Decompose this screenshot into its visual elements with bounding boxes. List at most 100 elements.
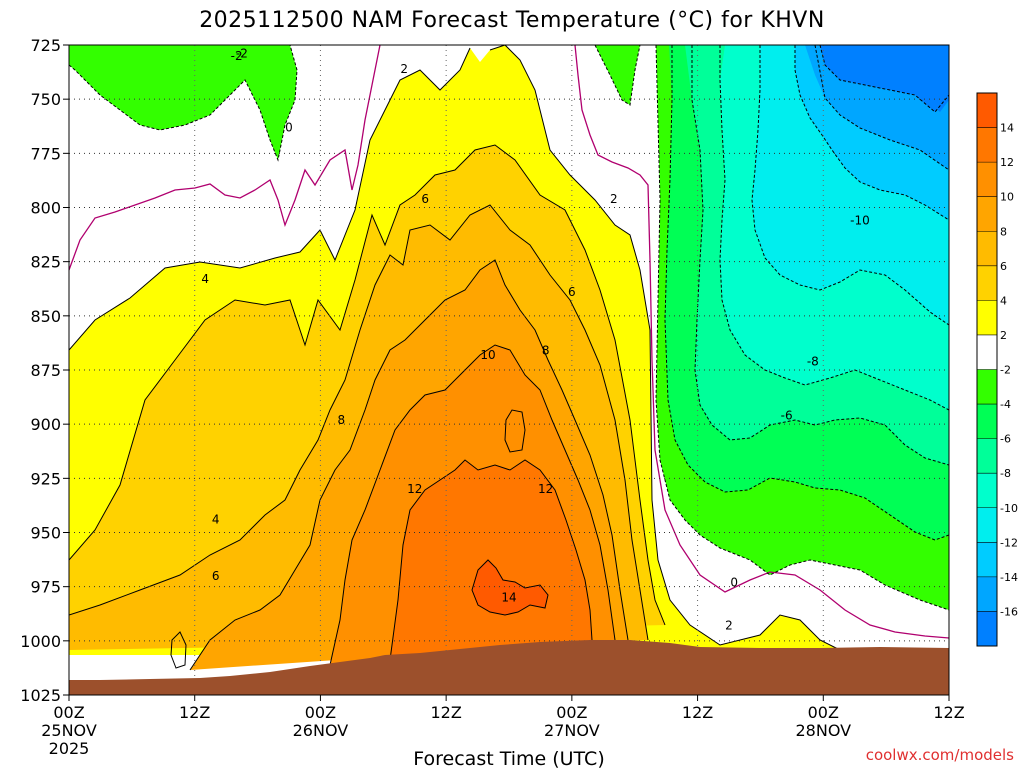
contour-label: 14 xyxy=(501,591,516,605)
contour-label: 4 xyxy=(201,272,209,286)
contour-label: 0 xyxy=(285,120,293,134)
colorbar-label: 10 xyxy=(1000,191,1014,204)
x-tick-label: 00Z xyxy=(556,703,587,722)
colorbar: 14 12 10 8 6 4 2 -2 -4 -6 -8 -10 -12 -14 -16 xyxy=(976,92,1018,647)
contour-label: 12 xyxy=(407,482,422,496)
y-tick-label: 1025 xyxy=(20,686,61,705)
y-tick-label: 825 xyxy=(30,253,61,272)
y-tick-label: 1000 xyxy=(20,632,61,651)
colorbar-swatch xyxy=(977,438,997,474)
contour-12 xyxy=(389,459,593,661)
contour-label: 2 xyxy=(725,619,733,633)
contour-minus10 xyxy=(751,45,949,326)
region-12-14c xyxy=(390,460,592,660)
contour-minus4 xyxy=(664,45,949,541)
contour-2-east xyxy=(489,45,851,656)
contour-label: 4 xyxy=(212,513,220,527)
y-tick-label: 850 xyxy=(30,307,61,326)
contour-minus6 xyxy=(691,45,949,466)
x-tick-label: 00Z xyxy=(305,703,336,722)
region-warm-pocket xyxy=(505,410,525,452)
chart-title: 2025112500 NAM Forecast Temperature (°C)… xyxy=(199,8,825,33)
contour-label: 0 xyxy=(730,575,738,589)
region-minus2-upper-left xyxy=(69,45,297,160)
y-tick-label: 925 xyxy=(30,469,61,488)
contour-label: -6 xyxy=(781,409,793,423)
colorbar-label: -2 xyxy=(1000,364,1011,377)
y-tick-label: 800 xyxy=(30,199,61,218)
contour-10 xyxy=(329,344,616,666)
ground-surface xyxy=(69,640,949,695)
contour-label: 8 xyxy=(542,344,550,358)
x-tick-date: 28NOV xyxy=(795,721,851,740)
colorbar-swatch xyxy=(977,265,997,301)
contour-label: 6 xyxy=(568,285,576,299)
colorbar-swatch xyxy=(977,196,997,232)
x-tick-date: 26NOV xyxy=(293,721,349,740)
contour-label: 6 xyxy=(421,192,429,206)
contour-label: -2 xyxy=(236,47,248,61)
contour-8-pocket xyxy=(170,631,187,669)
x-tick-label: 12Z xyxy=(682,703,713,722)
colorbar-label: 14 xyxy=(1000,122,1014,135)
colorbar-label: -4 xyxy=(1000,398,1011,411)
contour-minus12 xyxy=(794,45,949,221)
contour-label: -10 xyxy=(850,214,870,228)
contour-8 xyxy=(189,259,629,671)
contour-label: -8 xyxy=(807,354,819,368)
y-tick-label: 725 xyxy=(30,36,61,55)
colorbar-swatch xyxy=(977,162,997,198)
region-coldest xyxy=(905,45,949,112)
colorbar-label: 12 xyxy=(1000,156,1014,169)
colorbar-label: -12 xyxy=(1000,536,1018,549)
colorbar-label: 8 xyxy=(1000,225,1007,238)
contour-minus16 xyxy=(819,45,949,113)
x-tick-label: 00Z xyxy=(808,703,839,722)
contour-minus2-west xyxy=(69,45,298,162)
x-tick-year: 2025 xyxy=(49,739,90,758)
y-tick-label: 950 xyxy=(30,524,61,543)
contour-label: 8 xyxy=(338,413,346,427)
contour-minus2-mid xyxy=(594,45,641,106)
x-tick-label: 12Z xyxy=(179,703,210,722)
y-axis: 725 750 775 800 825 850 875 900 925 950 975 1000 102… xyxy=(20,36,69,705)
x-tick-date: 25NOV xyxy=(41,721,97,740)
contour-label: 2 xyxy=(610,192,618,206)
y-tick-label: 875 xyxy=(30,361,61,380)
y-tick-label: 975 xyxy=(30,578,61,597)
contour-0-west xyxy=(69,45,381,271)
colorbar-swatch xyxy=(977,300,997,336)
colorbar-swatch xyxy=(977,231,997,267)
contour-label: 12 xyxy=(538,482,553,496)
contour-10-pocket xyxy=(504,409,526,453)
credit-text: coolwx.com/models xyxy=(866,746,1014,764)
colorbar-label: 6 xyxy=(1000,260,1007,273)
contour-minus8 xyxy=(719,45,949,411)
colorbar-label: 2 xyxy=(1000,329,1007,342)
colorbar-swatch xyxy=(977,542,997,578)
region-above-14c xyxy=(472,560,548,615)
colorbar-swatch xyxy=(977,334,997,370)
x-tick-label: 12Z xyxy=(933,703,964,722)
colorbar-swatch xyxy=(977,369,997,405)
contour-0-east xyxy=(574,45,949,639)
colorbar-swatch xyxy=(977,127,997,163)
x-axis-label: Forecast Time (UTC) xyxy=(413,748,604,768)
colorbar-label: 4 xyxy=(1000,294,1007,307)
contour-minus14 xyxy=(814,45,949,171)
colorbar-swatch xyxy=(977,611,997,647)
colorbar-label: -8 xyxy=(1000,467,1011,480)
colorbar-swatch xyxy=(977,404,997,440)
contour-minus2-east xyxy=(655,45,949,611)
contour-6 xyxy=(69,204,649,641)
colorbar-label: -6 xyxy=(1000,433,1011,446)
x-tick-date: 27NOV xyxy=(544,721,600,740)
colorbar-label: -14 xyxy=(1000,571,1018,584)
contour-label: -2 xyxy=(231,49,243,63)
colorbar-label: -10 xyxy=(1000,502,1018,515)
contour-4 xyxy=(69,144,666,626)
plot-area: -2-2 2 0 6 2 -10 4 6 10 8 -8 -6 8 12 12 4 6 0 14 2 xyxy=(68,44,950,696)
colorbar-swatch xyxy=(977,93,997,129)
y-tick-label: 750 xyxy=(30,90,61,109)
